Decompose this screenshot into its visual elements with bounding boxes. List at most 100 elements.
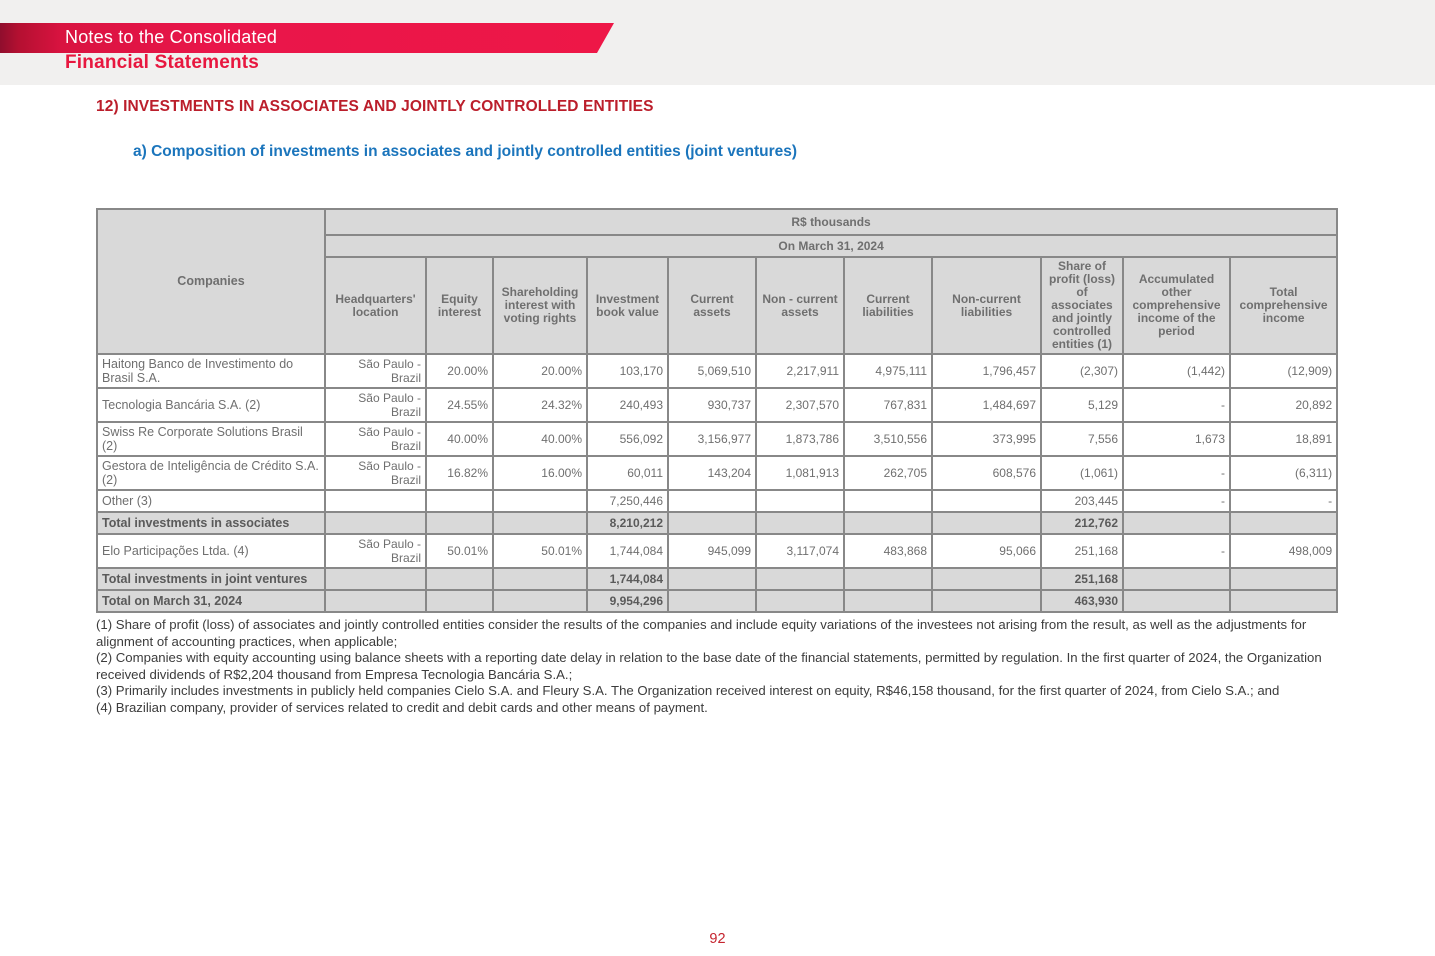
value-cell: 1,484,697	[931, 387, 1042, 423]
value-cell: São Paulo - Brazil	[324, 353, 427, 389]
column-header: Non - current assets	[755, 256, 845, 355]
value-cell: São Paulo - Brazil	[324, 533, 427, 569]
value-cell: 3,117,074	[755, 533, 845, 569]
value-cell: 251,168	[1040, 533, 1124, 569]
value-cell: 1,796,457	[931, 353, 1042, 389]
value-cell: 2,217,911	[755, 353, 845, 389]
value-cell: 1,744,084	[586, 533, 669, 569]
table-row: Tecnologia Bancária S.A. (2) São Paulo - …	[96, 387, 1339, 423]
value-cell	[843, 589, 933, 613]
column-header: Headquarters' location	[324, 256, 427, 355]
value-cell	[425, 567, 494, 591]
company-cell: Swiss Re Corporate Solutions Brasil (2)	[96, 421, 326, 457]
footnote: (1) Share of profit (loss) of associates…	[96, 617, 1307, 649]
value-cell: São Paulo - Brazil	[324, 387, 427, 423]
total-row: Total on March 31, 2024 9,954,296 463,930	[96, 589, 1339, 613]
value-cell: 60,011	[586, 455, 669, 491]
value-cell: 4,975,111	[843, 353, 933, 389]
value-cell: 9,954,296	[586, 589, 669, 613]
value-cell	[324, 511, 427, 535]
companies-column-header: Companies	[96, 208, 326, 355]
column-header: Current liabilities	[843, 256, 933, 355]
value-cell: 212,762	[1040, 511, 1124, 535]
unit-label: R$ thousands	[323, 208, 1339, 236]
company-cell: Other (3)	[96, 489, 326, 513]
unit-row: Companies R$ thousands	[96, 208, 1339, 355]
value-cell	[1122, 511, 1231, 535]
value-cell	[667, 567, 757, 591]
footnote: (2) Companies with equity accounting usi…	[96, 650, 1322, 682]
value-cell	[755, 489, 845, 513]
table-row: Other (3) 7,250,446 203,445- -	[96, 489, 1339, 513]
value-cell: -	[1122, 387, 1231, 423]
value-cell: -	[1228, 489, 1339, 513]
value-cell: 20.00%	[425, 353, 494, 389]
value-cell: 20.00%	[492, 353, 588, 389]
period-row: On March 31, 2024	[97, 234, 1339, 258]
value-cell: 1,081,913	[755, 455, 845, 491]
table-row: Swiss Re Corporate Solutions Brasil (2) S…	[96, 421, 1339, 457]
footnote: (3) Primarily includes investments in pu…	[96, 683, 1280, 699]
value-cell: 50.01%	[425, 533, 494, 569]
value-cell	[492, 511, 588, 535]
value-cell: 930,737	[667, 387, 757, 423]
value-cell	[324, 489, 427, 513]
table-row: Gestora de Inteligência de Crédito S.A. …	[96, 455, 1339, 491]
value-cell: (12,909)	[1228, 353, 1339, 389]
value-cell	[1122, 589, 1231, 613]
value-cell: 483,868	[843, 533, 933, 569]
value-cell: 40.00%	[425, 421, 494, 457]
company-cell: Total investments in joint ventures	[96, 567, 326, 591]
company-cell: Haitong Banco de Investimento do Brasil …	[96, 353, 326, 389]
value-cell: 7,250,446	[586, 489, 669, 513]
value-cell	[667, 511, 757, 535]
value-cell: 608,576	[931, 455, 1042, 491]
company-cell: Total on March 31, 2024	[96, 589, 326, 613]
company-cell: Gestora de Inteligência de Crédito S.A. …	[96, 455, 326, 491]
value-cell: (6,311)	[1228, 455, 1339, 491]
value-cell	[755, 567, 845, 591]
value-cell: 8,210,212	[586, 511, 669, 535]
column-header: Investment book value	[586, 256, 669, 355]
value-cell: 251,168	[1040, 567, 1124, 591]
company-cell: Tecnologia Bancária S.A. (2)	[96, 387, 326, 423]
value-cell: (1,442)	[1122, 353, 1231, 389]
value-cell: 463,930	[1040, 589, 1124, 613]
value-cell: 945,099	[667, 533, 757, 569]
column-header: Total comprehensive income	[1228, 256, 1339, 355]
value-cell: (2,307)	[1040, 353, 1124, 389]
value-cell: 3,156,977	[667, 421, 757, 457]
table-head: Companies R$ thousands On March 31, 2024…	[96, 208, 1339, 355]
value-cell	[931, 489, 1042, 513]
value-cell: 1,873,786	[755, 421, 845, 457]
value-cell: 95,066	[931, 533, 1042, 569]
value-cell	[667, 489, 757, 513]
value-cell	[492, 567, 588, 591]
value-cell: -	[1122, 455, 1231, 491]
value-cell: 5,069,510	[667, 353, 757, 389]
value-cell	[492, 489, 588, 513]
value-cell: 498,009	[1228, 533, 1339, 569]
value-cell: São Paulo - Brazil	[324, 421, 427, 457]
value-cell	[843, 489, 933, 513]
table-row: Haitong Banco de Investimento do Brasil …	[96, 353, 1339, 389]
value-cell	[931, 589, 1042, 613]
total-row: Total investments in associates 8,210,212…	[96, 511, 1339, 535]
page-header: Notes to the Consolidated Financial Stat…	[0, 0, 1435, 85]
value-cell	[425, 489, 494, 513]
value-cell: 103,170	[586, 353, 669, 389]
value-cell: 556,092	[586, 421, 669, 457]
value-cell	[1228, 511, 1339, 535]
value-cell	[755, 511, 845, 535]
value-cell	[931, 567, 1042, 591]
value-cell: 262,705	[843, 455, 933, 491]
value-cell	[425, 511, 494, 535]
value-cell: 50.01%	[492, 533, 588, 569]
value-cell	[1228, 567, 1339, 591]
value-cell: 203,445	[1040, 489, 1124, 513]
section-title: 12) INVESTMENTS IN ASSOCIATES AND JOINTL…	[96, 98, 654, 115]
column-header: Non-current liabilities	[931, 256, 1042, 355]
value-cell	[425, 589, 494, 613]
value-cell	[324, 589, 427, 613]
value-cell: 40.00%	[492, 421, 588, 457]
